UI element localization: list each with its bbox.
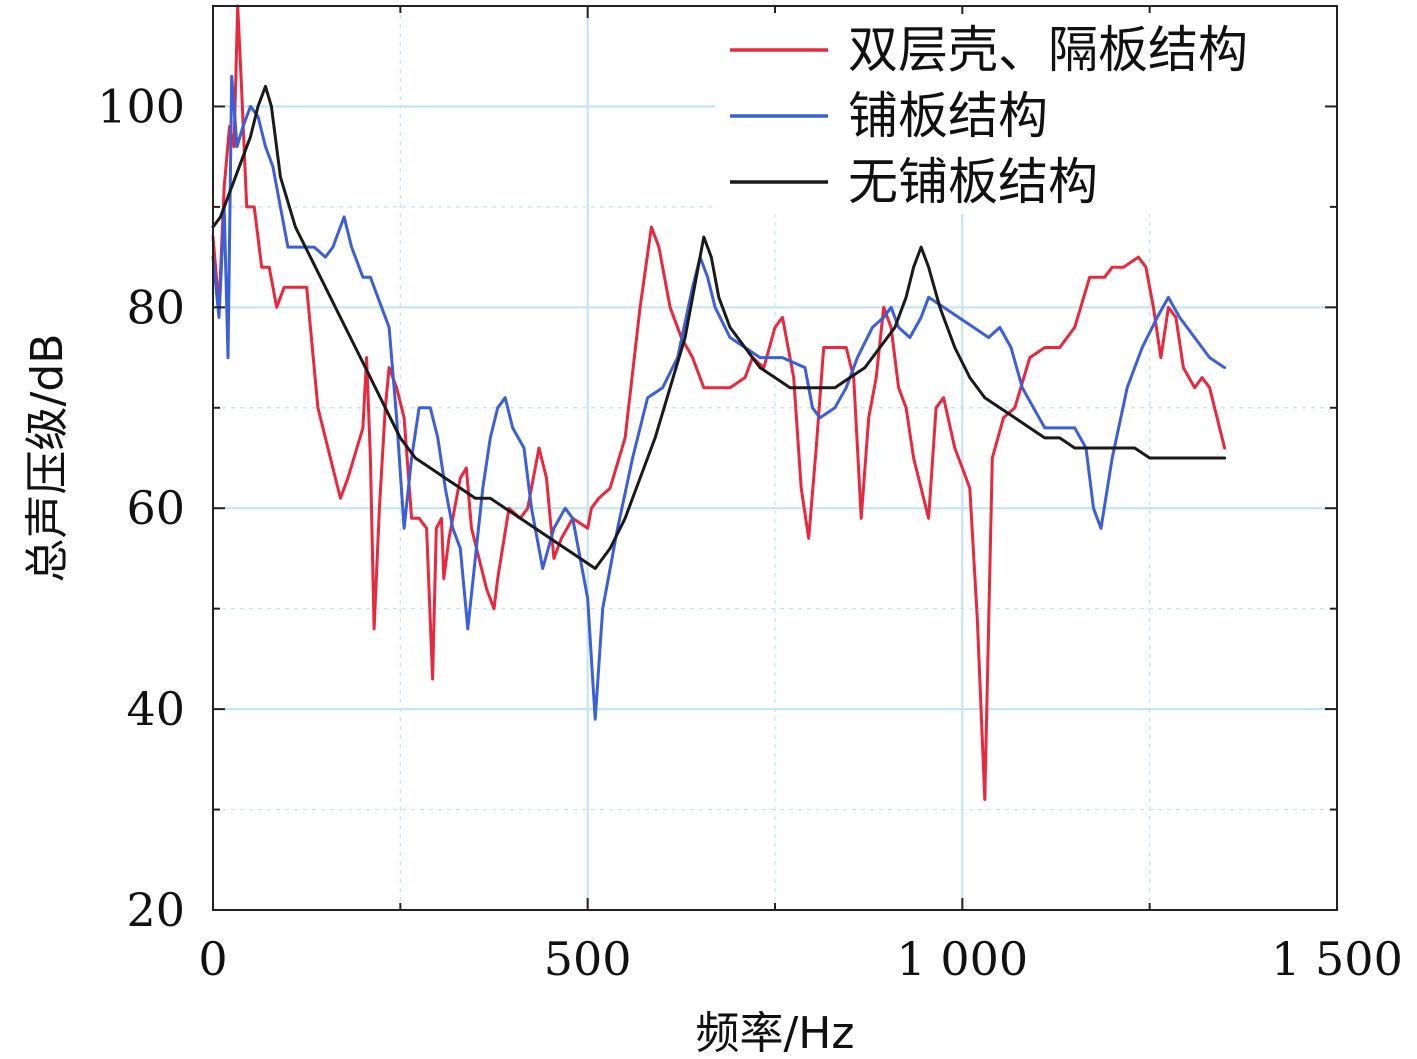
x-axis-title: 频率/Hz [695,1008,854,1059]
x-tick-label: 0 [198,932,227,986]
legend-label: 无铺板结构 [848,153,1098,211]
y-tick-label: 40 [126,682,185,736]
y-tick-label: 60 [126,481,185,535]
legend-label: 铺板结构 [848,87,1048,145]
series-line-3 [211,84,1227,570]
x-tick-label: 1 000 [896,932,1028,986]
y-tick-label: 100 [97,79,185,133]
series-group [211,4,1227,801]
y-tick-label: 20 [126,883,185,937]
y-axis-title: 总声压级/dB [22,334,73,583]
x-tick-label: 500 [544,932,632,986]
legend-label: 双层壳、隔板结构 [848,21,1248,79]
series-line-2 [211,74,1227,721]
x-tick-label: 1 500 [1271,932,1403,986]
y-tick-label: 80 [126,280,185,334]
